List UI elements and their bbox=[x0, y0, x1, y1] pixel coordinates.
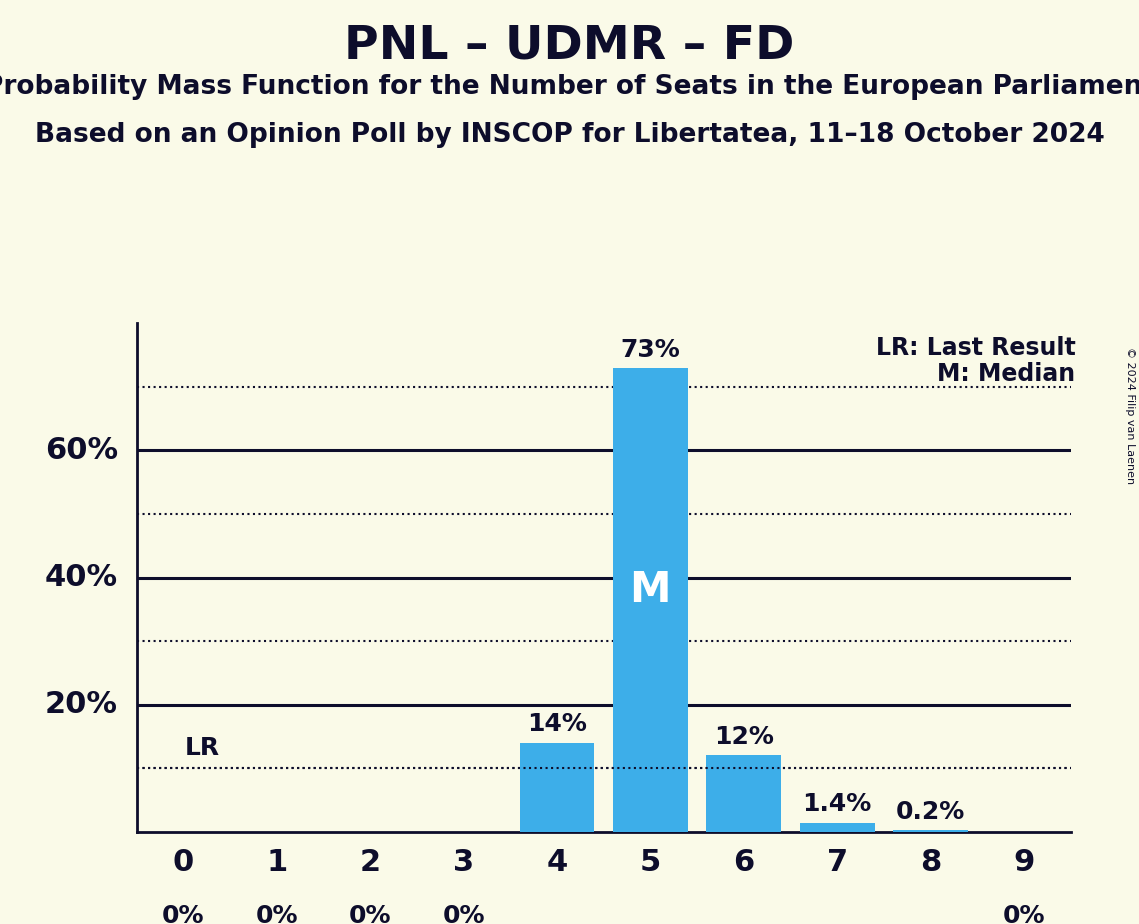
Text: M: Median: M: Median bbox=[937, 361, 1075, 385]
Text: 73%: 73% bbox=[621, 337, 680, 361]
Text: LR: Last Result: LR: Last Result bbox=[876, 336, 1075, 360]
Text: Probability Mass Function for the Number of Seats in the European Parliament: Probability Mass Function for the Number… bbox=[0, 74, 1139, 100]
Text: 0.2%: 0.2% bbox=[896, 800, 965, 824]
Bar bbox=[519, 743, 595, 832]
Bar bbox=[706, 756, 781, 832]
Text: 0%: 0% bbox=[255, 904, 298, 924]
Text: 1.4%: 1.4% bbox=[803, 793, 871, 817]
Text: 12%: 12% bbox=[714, 725, 773, 749]
Text: 0%: 0% bbox=[442, 904, 485, 924]
Text: 14%: 14% bbox=[527, 712, 587, 736]
Text: © 2024 Filip van Laenen: © 2024 Filip van Laenen bbox=[1125, 347, 1134, 484]
Text: 0%: 0% bbox=[1002, 904, 1046, 924]
Text: 40%: 40% bbox=[44, 563, 118, 592]
Text: 0%: 0% bbox=[349, 904, 392, 924]
Text: M: M bbox=[630, 569, 671, 612]
Text: 0%: 0% bbox=[162, 904, 205, 924]
Text: 60%: 60% bbox=[44, 436, 118, 465]
Bar bbox=[893, 831, 968, 832]
Text: Based on an Opinion Poll by INSCOP for Libertatea, 11–18 October 2024: Based on an Opinion Poll by INSCOP for L… bbox=[34, 122, 1105, 148]
Bar bbox=[800, 822, 875, 832]
Text: LR: LR bbox=[186, 736, 220, 760]
Text: 20%: 20% bbox=[46, 690, 118, 719]
Text: PNL – UDMR – FD: PNL – UDMR – FD bbox=[344, 23, 795, 68]
Bar bbox=[613, 368, 688, 832]
